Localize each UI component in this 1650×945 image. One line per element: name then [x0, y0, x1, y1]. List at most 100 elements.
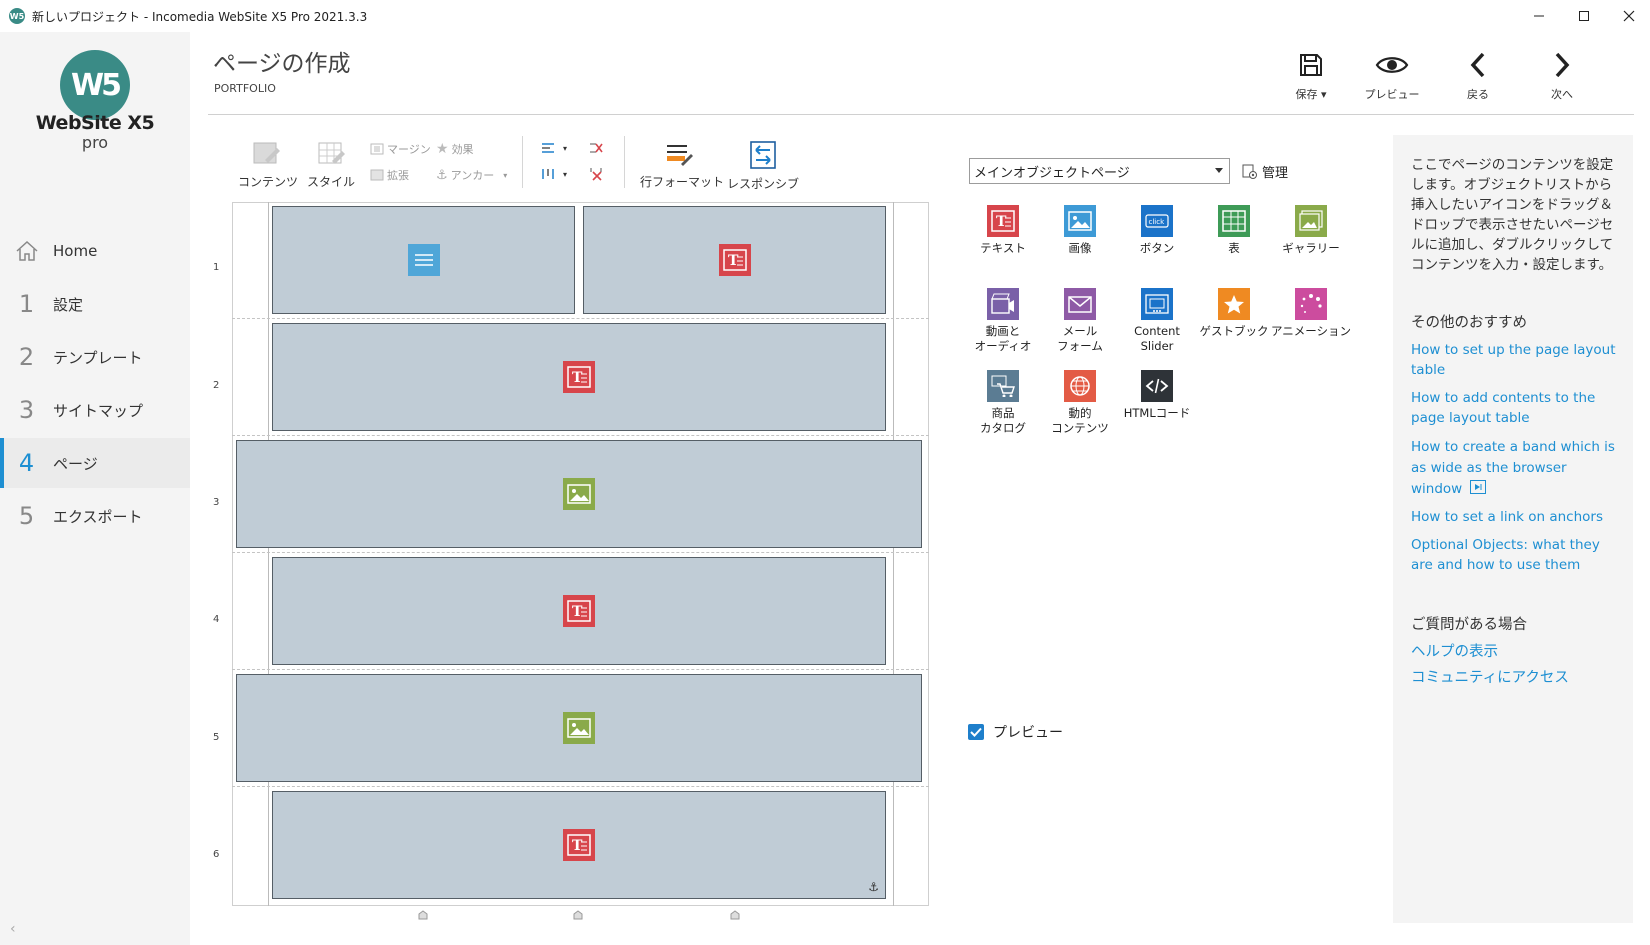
help-link[interactable]: Optional Objects: what they are and how …	[1411, 537, 1600, 573]
row-number: 6	[213, 849, 220, 860]
step-number: 5	[18, 502, 35, 530]
expand-label: 拡張	[387, 169, 409, 182]
layout-cell[interactable]	[272, 206, 575, 314]
chevron-down-icon: ▾	[563, 169, 568, 179]
cart-icon	[987, 370, 1019, 402]
column-slider-handle[interactable]	[418, 910, 428, 920]
logo-mark: W5	[60, 50, 130, 120]
object-slider[interactable]: Content Slider	[1116, 288, 1198, 354]
object-label: メール フォーム	[1057, 324, 1103, 353]
help-link[interactable]: How to set up the page layout table	[1411, 342, 1616, 378]
object-table[interactable]: 表	[1193, 205, 1275, 256]
object-globe[interactable]: 動的 コンテンツ	[1039, 370, 1121, 436]
anchor-button[interactable]: ⚓ アンカー ▾	[436, 167, 507, 183]
maximize-button[interactable]	[1561, 0, 1607, 32]
checkbox-checked-icon	[968, 724, 984, 740]
column-slider-handle[interactable]	[730, 910, 740, 920]
video-icon	[987, 288, 1019, 320]
object-mail[interactable]: メール フォーム	[1039, 288, 1121, 354]
help-section-title: その他のおすすめ	[1411, 315, 1527, 331]
help-link-row: How to create a band which is as wide as…	[1411, 436, 1617, 499]
guestbook-icon	[1218, 288, 1250, 320]
help-panel: ここでページのコンテンツを設定します。オブジェクトリストから挿入したいアイコンを…	[1393, 135, 1633, 923]
sidebar-item-settings[interactable]: 1 設定	[0, 279, 190, 329]
row-number: 5	[213, 732, 220, 743]
insert-column-button[interactable]: ▾	[540, 141, 567, 155]
style-button[interactable]: スタイル	[304, 140, 358, 190]
layout-cell[interactable]: T	[272, 323, 886, 431]
preview-checkbox[interactable]: プレビュー	[968, 722, 1063, 742]
sidebar-item-home[interactable]: Home	[0, 226, 190, 276]
sidebar-item-label: Home	[53, 242, 98, 260]
object-button[interactable]: click ボタン	[1116, 205, 1198, 256]
grid-column-line	[268, 202, 269, 906]
text-icon: T	[987, 205, 1019, 237]
grid-row-line	[232, 435, 929, 436]
object-code[interactable]: HTMLコード	[1116, 370, 1198, 421]
row-format-button[interactable]: 行フォーマット	[640, 140, 725, 190]
next-button[interactable]: 次へ	[1527, 48, 1597, 102]
layout-cell[interactable]: T ⚓	[272, 791, 886, 899]
responsive-button[interactable]: レスポンシブ	[726, 140, 800, 192]
object-video[interactable]: 動画と オーディオ	[962, 288, 1044, 354]
row-number: 3	[213, 497, 220, 508]
chevron-down-icon: ▾	[503, 170, 508, 180]
object-guestbook[interactable]: ゲストブック	[1193, 288, 1275, 339]
layout-cell[interactable]	[236, 674, 922, 782]
video-icon[interactable]	[1470, 479, 1487, 498]
object-list-dropdown[interactable]: メインオブジェクトページ	[969, 158, 1230, 184]
preview-button[interactable]: プレビュー	[1357, 48, 1427, 102]
object-label: Content Slider	[1134, 324, 1180, 353]
svg-text:click: click	[1149, 218, 1166, 226]
svg-text:T: T	[572, 838, 583, 854]
help-link[interactable]: How to set a link on anchors	[1411, 509, 1603, 525]
help-link[interactable]: ヘルプの表示	[1411, 644, 1498, 660]
help-link[interactable]: コミュニティにアクセス	[1411, 670, 1569, 686]
layout-cell[interactable]: T	[272, 557, 886, 665]
text-icon: T	[563, 595, 595, 627]
responsive-label: レスポンシブ	[726, 177, 799, 191]
back-button[interactable]: 戻る	[1443, 48, 1513, 102]
minimize-icon	[1534, 15, 1544, 17]
row-format-label: 行フォーマット	[640, 175, 725, 189]
object-animation[interactable]: アニメーション	[1270, 288, 1352, 339]
sidebar-item-sitemap[interactable]: 3 サイトマップ	[0, 385, 190, 435]
column-slider-handle[interactable]	[573, 910, 583, 920]
sidebar-item-page[interactable]: 4 ページ	[0, 438, 190, 488]
sidebar-item-label: テンプレート	[53, 348, 143, 367]
expand-button[interactable]: 拡張	[370, 167, 409, 183]
collapse-sidebar-button[interactable]: ‹	[10, 921, 16, 937]
eye-icon	[1357, 48, 1427, 82]
delete-column-button[interactable]	[588, 141, 604, 155]
sidebar-item-template[interactable]: 2 テンプレート	[0, 332, 190, 382]
button-icon: click	[1141, 205, 1173, 237]
page-layout-table[interactable]	[232, 202, 929, 906]
object-gallery[interactable]: ギャラリー	[1270, 205, 1352, 256]
delete-row-button[interactable]	[588, 167, 604, 181]
layout-cell[interactable]	[236, 440, 922, 548]
object-text[interactable]: T テキスト	[962, 205, 1044, 256]
content-button[interactable]: コンテンツ	[238, 140, 298, 190]
margin-button[interactable]: マージン	[370, 141, 431, 157]
svg-text:T: T	[572, 370, 583, 386]
close-button[interactable]	[1606, 0, 1650, 32]
object-image[interactable]: 画像	[1039, 205, 1121, 256]
help-link[interactable]: How to add contents to the page layout t…	[1411, 390, 1596, 426]
chevron-down-icon: ▾	[563, 143, 568, 153]
save-label: 保存	[1295, 88, 1318, 101]
object-cart[interactable]: 商品 カタログ	[962, 370, 1044, 436]
manage-button[interactable]: 管理	[1242, 162, 1288, 181]
preview-checkbox-label: プレビュー	[993, 725, 1063, 741]
grid-column-line	[893, 202, 894, 906]
help-link[interactable]: How to create a band which is as wide as…	[1411, 439, 1615, 497]
object-label: ギャラリー	[1282, 241, 1340, 255]
minimize-button[interactable]	[1516, 0, 1562, 32]
sidebar-item-export[interactable]: 5 エクスポート	[0, 491, 190, 541]
layout-cell[interactable]: T	[583, 206, 886, 314]
insert-row-button[interactable]: ▾	[540, 167, 567, 181]
effect-button[interactable]: ★ 効果	[436, 141, 474, 157]
delete-row-icon	[590, 168, 602, 181]
sidebar-item-label: エクスポート	[53, 507, 143, 526]
text-icon: T	[563, 361, 595, 393]
save-button[interactable]: 保存 ▾	[1276, 48, 1346, 102]
